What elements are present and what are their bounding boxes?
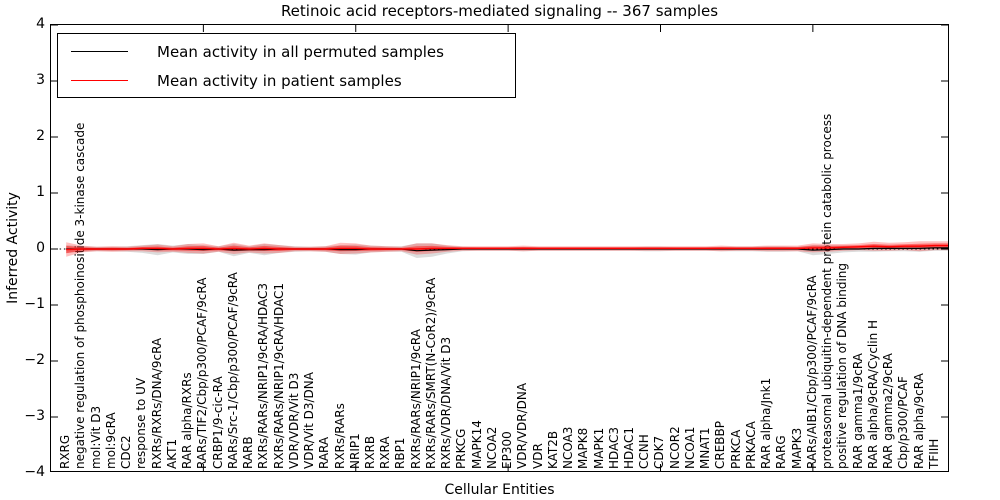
y-tick-label: −1 bbox=[24, 296, 45, 312]
plot-area bbox=[50, 24, 949, 472]
legend-label-permuted: Mean activity in all permuted samples bbox=[157, 42, 444, 61]
y-tick-label: 3 bbox=[36, 72, 45, 88]
chart-svg bbox=[51, 25, 948, 471]
patient-line-sample bbox=[71, 80, 128, 81]
legend: Mean activity in all permuted samples Me… bbox=[57, 33, 516, 98]
y-tick-label: −4 bbox=[24, 464, 45, 480]
legend-item-permuted: Mean activity in all permuted samples bbox=[71, 37, 515, 66]
y-tick-label: 2 bbox=[36, 128, 45, 144]
y-tick-label: −2 bbox=[24, 352, 45, 368]
permuted-line-sample bbox=[71, 51, 128, 52]
y-tick-label: −3 bbox=[24, 408, 45, 424]
chart-title: Retinoic acid receptors-mediated signali… bbox=[280, 2, 719, 20]
legend-label-patient: Mean activity in patient samples bbox=[157, 71, 402, 90]
y-tick-label: 4 bbox=[36, 16, 45, 32]
x-axis-label: Cellular Entities bbox=[444, 482, 555, 498]
y-tick-label: 0 bbox=[36, 240, 45, 256]
legend-item-patient: Mean activity in patient samples bbox=[71, 66, 515, 95]
y-tick-label: 1 bbox=[36, 184, 45, 200]
